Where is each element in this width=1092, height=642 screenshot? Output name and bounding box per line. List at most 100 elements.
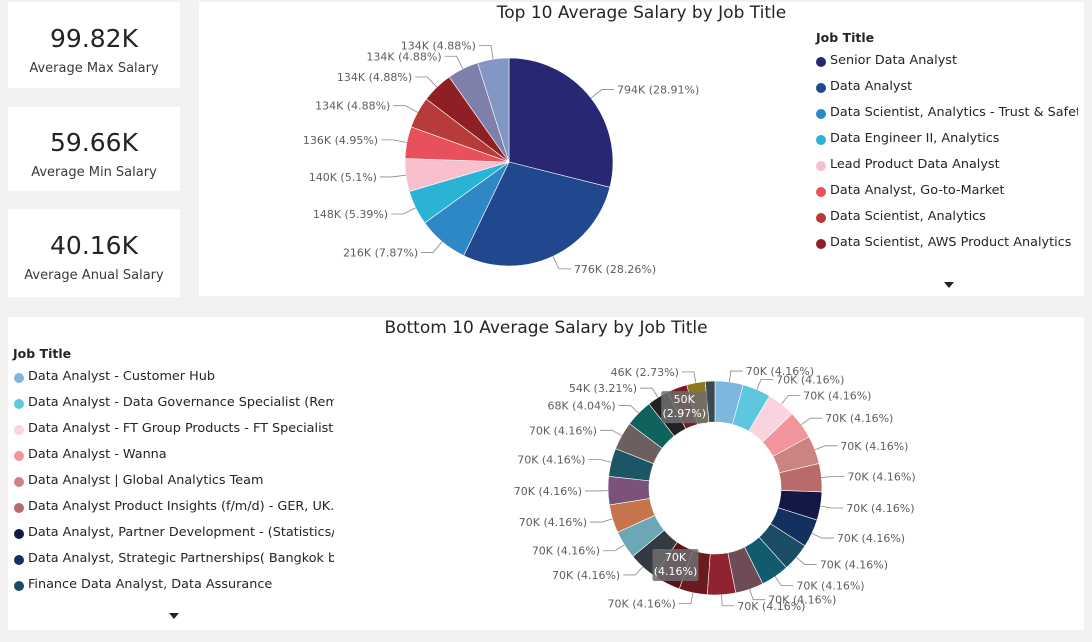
data-label: 134K (4.88%) — [366, 50, 441, 63]
data-label: 70K(4.16%) — [652, 548, 699, 581]
leader-line — [820, 505, 844, 509]
legend-marker — [14, 581, 24, 591]
legend-item[interactable]: Data Analyst Product Insights (f/m/d) - … — [14, 499, 334, 525]
legend-item[interactable]: Finance Data Analyst, Data Assurance — [14, 577, 334, 603]
legend-item[interactable]: Data Analyst - Wanna — [14, 447, 334, 473]
data-label: 136K (4.95%) — [303, 134, 378, 147]
legend-marker — [816, 109, 826, 119]
legend-label: Data Analyst, Go-to-Market — [830, 183, 1005, 198]
legend-marker — [816, 83, 826, 93]
leader-line — [681, 371, 697, 383]
data-label: 70K (4.16%) — [825, 412, 893, 425]
legend-label: Data Analyst | Global Analytics Team — [28, 473, 264, 488]
legend-scroll-down-icon[interactable] — [169, 613, 179, 619]
leader-line — [588, 459, 612, 463]
chart-title: Bottom 10 Average Salary by Job Title — [384, 318, 708, 338]
leader-line — [749, 589, 766, 601]
leader-line — [391, 207, 416, 215]
legend-item[interactable]: Data Analyst, Strategic Partnerships( Ba… — [14, 551, 334, 577]
kpi-card-min-salary: 59.66K Average Min Salary — [8, 107, 180, 191]
kpi-label-max-salary: Average Max Salary — [29, 61, 159, 76]
legend-marker — [816, 161, 826, 171]
data-label: 134K (4.88%) — [401, 39, 476, 52]
legend-label: Data Scientist, Analytics - Trust & Safe… — [830, 105, 1078, 120]
legend-scroll-down-icon[interactable] — [944, 282, 954, 288]
legend-item[interactable]: Lead Product Data Analyst — [816, 157, 1078, 183]
data-label-text: (2.97%) — [662, 407, 706, 420]
leader-line — [756, 378, 774, 390]
legend-marker — [14, 425, 24, 435]
pie-slice[interactable] — [508, 57, 614, 188]
pie-slice[interactable] — [704, 380, 716, 423]
legend-marker — [14, 399, 24, 409]
data-label: 70K (4.16%) — [514, 485, 582, 498]
legend-item[interactable]: Data Analyst - Data Governance Specialis… — [14, 395, 334, 421]
leader-line — [590, 518, 613, 523]
legend-marker — [14, 555, 24, 565]
bottom10-chart-card: Bottom 10 Average Salary by Job Title Jo… — [8, 317, 1084, 630]
data-label: 70K (4.16%) — [803, 389, 871, 402]
data-label: 68K (4.04%) — [547, 399, 615, 412]
legend-label: Finance Data Analyst, Data Assurance — [28, 577, 273, 592]
legend-label: Data Analyst - Wanna — [28, 447, 167, 462]
data-label: 70K (4.16%) — [796, 580, 864, 593]
top10-pie-chart: 794K (28.91%) 776K (28.26%) 216K (7.87%) 14… — [303, 39, 699, 276]
data-label: 134K (4.88%) — [337, 71, 412, 84]
data-label: 70K (4.16%) — [552, 569, 620, 582]
legend-item[interactable]: Data Scientist, AWS Product Analytics — [816, 235, 1078, 261]
pie-slice[interactable] — [477, 57, 510, 163]
leader-line — [796, 557, 817, 565]
legend-label: Data Engineer II, Analytics — [830, 131, 1000, 146]
data-label-text: (4.16%) — [654, 565, 698, 578]
chart-title: Top 10 Average Salary by Job Title — [496, 3, 787, 23]
legend-marker — [816, 57, 826, 67]
legend-item[interactable]: Data Scientist, Analytics - Trust & Safe… — [816, 105, 1078, 131]
data-label: 134K (4.88%) — [315, 100, 390, 113]
legend-marker — [816, 213, 826, 223]
leader-line — [721, 594, 735, 607]
kpi-value-annual-salary: 40.16K — [50, 231, 138, 260]
legend-item[interactable]: Data Analyst, Go-to-Market — [816, 183, 1078, 209]
legend-label: Data Analyst - FT Group Products - FT Sp… — [28, 421, 334, 436]
legend-label: Data Scientist, Analytics — [830, 209, 986, 224]
legend-label: Data Analyst — [830, 79, 913, 94]
leader-line — [415, 76, 438, 88]
leader-line — [421, 241, 443, 253]
data-label: 70K (4.16%) — [517, 454, 585, 467]
leader-line — [814, 445, 838, 451]
leader-line — [600, 429, 622, 437]
leader-line — [618, 405, 639, 414]
data-label: 70K (4.16%) — [820, 559, 888, 572]
legend-item[interactable]: Senior Data Analyst — [816, 53, 1078, 79]
legend-item[interactable]: Data Scientist, Analytics — [816, 209, 1078, 235]
legend-item[interactable]: Data Analyst, Partner Development - (Sta… — [14, 525, 334, 551]
data-label: 148K (5.39%) — [313, 208, 388, 221]
leader-line — [781, 395, 801, 405]
legend-item[interactable]: Data Analyst — [816, 79, 1078, 105]
legend-item[interactable]: Data Analyst - Customer Hub — [14, 369, 334, 395]
leader-line — [381, 139, 407, 143]
data-label: 70K (4.16%) — [846, 502, 914, 515]
legend-marker — [14, 503, 24, 513]
leader-line — [590, 89, 615, 99]
legend-label: Lead Product Data Analyst — [830, 157, 1000, 172]
data-label: 70K (4.16%) — [847, 471, 915, 484]
leader-line — [678, 592, 694, 604]
leader-line — [821, 476, 845, 478]
data-label: 50K(2.97%) — [661, 391, 708, 424]
legend-item[interactable]: Data Engineer II, Analytics — [816, 131, 1078, 157]
top10-chart-card: Top 10 Average Salary by Job Title 794K … — [199, 2, 1084, 296]
data-label: 794K (28.91%) — [617, 83, 699, 96]
legend-marker — [816, 187, 826, 197]
legend-marker — [816, 239, 826, 249]
legend-item[interactable]: Data Analyst - FT Group Products - FT Sp… — [14, 421, 334, 447]
legend-marker — [14, 451, 24, 461]
legend-item[interactable]: Data Analyst | Global Analytics Team — [14, 473, 334, 499]
leader-line — [728, 370, 743, 383]
data-label: 70K (4.16%) — [840, 440, 908, 453]
data-label-text: 70K — [665, 551, 687, 564]
legend-title: Job Title — [13, 346, 72, 361]
data-label-text: 50K — [674, 393, 696, 406]
leader-line — [811, 533, 834, 539]
bottom10-legend: Data Analyst - Customer Hub Data Analyst … — [14, 369, 334, 603]
